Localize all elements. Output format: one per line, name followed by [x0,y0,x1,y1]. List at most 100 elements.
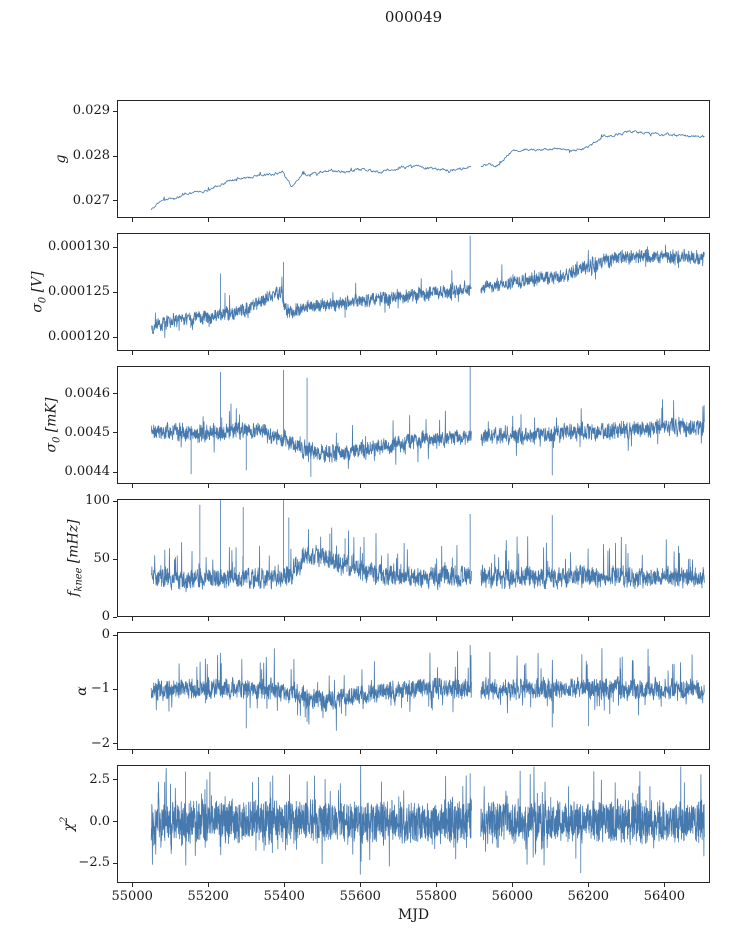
x-tick-alpha [435,750,437,754]
y-tick-g [113,155,117,157]
y-axis-label-f-knee: fknee [mHz] [65,519,85,597]
x-tick-f-knee [131,617,133,621]
y-axis-label-chi-squared: χ2 [58,816,77,832]
x-axis-label: MJD [397,907,430,923]
x-tick-g [587,218,589,222]
x-tick-label: 55400 [263,889,305,904]
x-tick-g [359,218,361,222]
y-tick-alpha [113,688,117,690]
x-tick-g [435,218,437,222]
y-tick-chi-squared [113,779,117,781]
x-tick-chi-squared [283,883,285,887]
series-line-f-knee [117,499,710,617]
y-tick-label-f-knee: 0 [101,609,110,624]
x-tick-alpha [131,750,133,754]
x-tick-f-knee [435,617,437,621]
x-tick-sigma0-volts [359,351,361,355]
y-tick-sigma0-volts [113,291,117,293]
x-tick-sigma0-millikelvin [207,484,209,488]
y-tick-label-g: 0.027 [72,192,110,208]
y-tick-alpha [113,634,117,636]
y-axis-label-alpha: α [74,686,91,696]
x-tick-f-knee [587,617,589,621]
y-tick-label-alpha: 0 [101,627,110,643]
x-tick-sigma0-millikelvin [131,484,133,488]
y-tick-label-sigma0-volts: 0.000125 [47,284,110,300]
x-tick-chi-squared [131,883,133,887]
x-tick-f-knee [283,617,285,621]
x-tick-f-knee [663,617,665,621]
x-tick-alpha [283,750,285,754]
y-tick-chi-squared [113,862,117,864]
y-tick-sigma0-volts [113,246,117,248]
x-tick-label: 56200 [567,889,610,904]
x-tick-f-knee [359,617,361,621]
x-tick-chi-squared [207,883,209,887]
x-tick-sigma0-millikelvin [663,484,665,488]
x-tick-alpha [207,750,209,754]
x-tick-g [207,218,209,222]
y-tick-label-sigma0-millikelvin: 0.0044 [64,464,111,480]
y-axis-label-g: g [52,154,69,164]
y-tick-alpha [113,743,117,744]
y-tick-label-sigma0-volts: 0.000130 [47,239,110,255]
y-tick-g [113,110,117,112]
x-tick-g [131,218,133,222]
x-tick-sigma0-millikelvin [511,484,513,488]
x-tick-sigma0-volts [511,351,513,355]
y-tick-label-chi-squared: 0.0 [89,813,110,829]
x-tick-alpha [587,750,589,754]
y-axis-label-sigma0-millikelvin: σ0 [mK] [43,397,63,453]
x-tick-g [663,218,665,222]
x-tick-alpha [359,750,361,754]
x-tick-sigma0-millikelvin [283,484,285,488]
x-tick-chi-squared [435,883,437,887]
x-tick-label: 55800 [415,889,457,904]
x-tick-f-knee [207,617,209,621]
x-tick-sigma0-millikelvin [435,484,437,488]
series-line-sigma0-millikelvin [117,366,710,484]
y-tick-f-knee [113,500,117,502]
y-tick-f-knee [113,616,117,618]
series-line-alpha [117,632,710,750]
series-line-chi-squared [117,765,710,883]
y-tick-label-sigma0-millikelvin: 0.0045 [64,424,111,440]
x-tick-sigma0-volts [663,351,665,355]
x-tick-label: 55200 [187,889,229,904]
y-tick-label-alpha: −1 [90,681,110,697]
x-tick-g [283,218,285,222]
x-tick-sigma0-millikelvin [587,484,589,488]
y-tick-label-sigma0-volts: 0.000120 [47,329,110,345]
x-tick-sigma0-volts [587,351,589,355]
y-tick-label-sigma0-millikelvin: 0.0046 [64,385,111,401]
series-line-g [117,100,710,218]
figure-title: 000049 [384,8,443,26]
x-tick-alpha [663,750,665,754]
y-tick-sigma0-millikelvin [113,432,117,434]
y-tick-label-chi-squared: 2.5 [89,771,110,787]
x-tick-chi-squared [587,883,589,887]
y-tick-label-alpha: −2 [90,735,110,751]
y-tick-sigma0-millikelvin [113,393,117,395]
y-tick-f-knee [113,558,117,560]
y-tick-label-f-knee: 50 [93,551,110,567]
x-tick-f-knee [511,617,513,621]
x-tick-sigma0-volts [435,351,437,355]
x-tick-chi-squared [663,883,665,887]
x-tick-chi-squared [511,883,513,887]
y-tick-g [113,200,117,202]
x-tick-sigma0-volts [131,351,133,355]
y-tick-sigma0-millikelvin [113,471,117,473]
y-tick-label-g: 0.028 [72,148,110,164]
y-tick-label-f-knee: 100 [85,493,110,509]
x-tick-g [511,218,513,222]
x-tick-label: 55600 [339,889,381,904]
x-tick-sigma0-volts [207,351,209,355]
x-tick-label: 55000 [111,889,153,904]
x-tick-label: 56400 [643,889,686,904]
y-tick-sigma0-volts [113,336,117,338]
y-tick-chi-squared [113,821,117,822]
x-tick-sigma0-millikelvin [359,484,361,488]
y-tick-label-chi-squared: −2.5 [78,855,110,871]
